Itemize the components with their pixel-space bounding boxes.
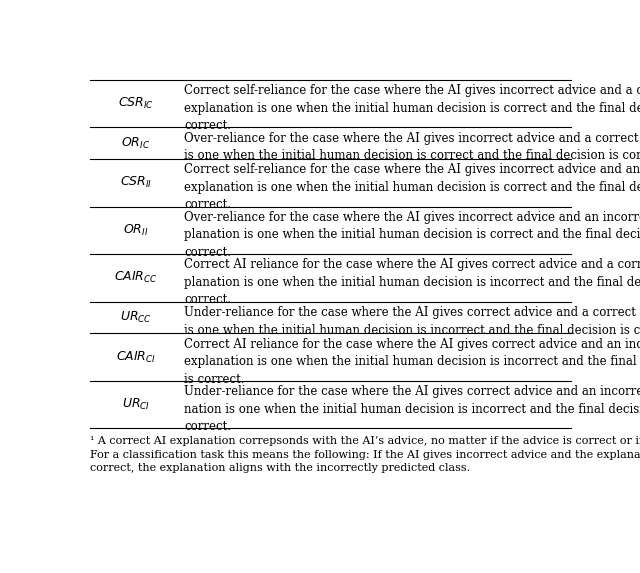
Text: Correct self-reliance for the case where the AI gives incorrect advice and a cor: Correct self-reliance for the case where… — [184, 84, 640, 132]
Text: $\mathit{CAIR}_{CI}$: $\mathit{CAIR}_{CI}$ — [116, 350, 156, 364]
Text: Over-reliance for the case where the AI gives incorrect advice and a correct exp: Over-reliance for the case where the AI … — [184, 132, 640, 162]
Text: Over-reliance for the case where the AI gives incorrect advice and an incorrect : Over-reliance for the case where the AI … — [184, 211, 640, 259]
Text: $\mathit{CAIR}_{CC}$: $\mathit{CAIR}_{CC}$ — [114, 270, 157, 285]
Text: Correct AI reliance for the case where the AI gives correct advice and an incorr: Correct AI reliance for the case where t… — [184, 337, 640, 386]
Text: Correct AI reliance for the case where the AI gives correct advice and a correct: Correct AI reliance for the case where t… — [184, 258, 640, 307]
Text: Under-reliance for the case where the AI gives correct advice and a correct expl: Under-reliance for the case where the AI… — [184, 306, 640, 336]
Text: $\mathit{OR}_{IC}$: $\mathit{OR}_{IC}$ — [121, 136, 150, 151]
Text: $\mathit{UR}_{CI}$: $\mathit{UR}_{CI}$ — [122, 397, 150, 412]
Text: $\mathit{CSR}_{IC}$: $\mathit{CSR}_{IC}$ — [118, 96, 154, 111]
Text: Correct self-reliance for the case where the AI gives incorrect advice and an in: Correct self-reliance for the case where… — [184, 163, 640, 211]
Text: $\mathit{UR}_{CC}$: $\mathit{UR}_{CC}$ — [120, 310, 152, 325]
Text: $\mathit{CSR}_{II}$: $\mathit{CSR}_{II}$ — [120, 175, 152, 190]
Text: ¹ A correct AI explanation correpsonds with the AI’s advice, no matter if the ad: ¹ A correct AI explanation correpsonds w… — [90, 436, 640, 473]
Text: $\mathit{OR}_{II}$: $\mathit{OR}_{II}$ — [123, 223, 148, 238]
Text: Under-reliance for the case where the AI gives correct advice and an incorrect e: Under-reliance for the case where the AI… — [184, 385, 640, 433]
